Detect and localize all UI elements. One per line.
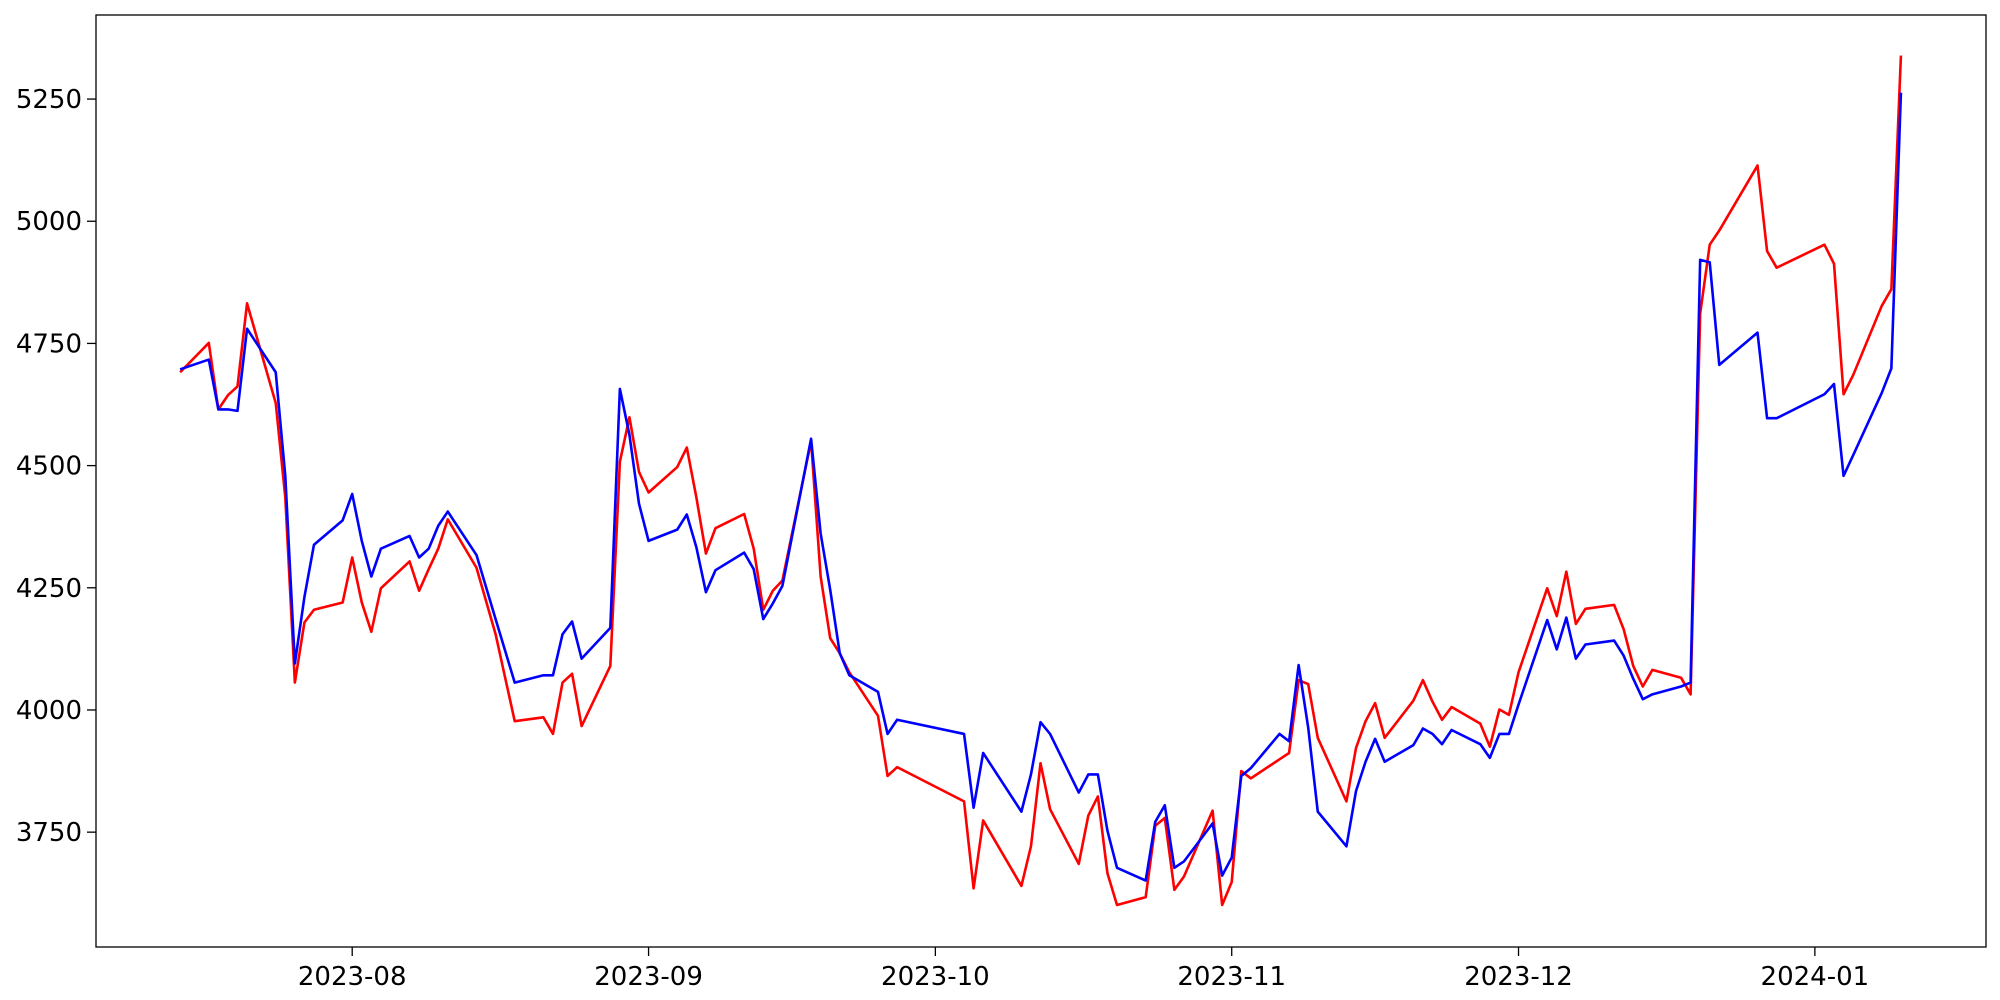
y-tick-label: 4250 (16, 574, 82, 604)
y-tick-label: 4500 (16, 452, 82, 482)
y-tick-label: 3750 (16, 818, 82, 848)
x-tick-label: 2023-12 (1464, 962, 1573, 992)
y-tick-label: 5250 (16, 85, 82, 115)
y-tick-label: 5000 (16, 207, 82, 237)
y-tick-label: 4000 (16, 696, 82, 726)
y-tick-label: 4750 (16, 329, 82, 359)
x-tick-label: 2023-11 (1177, 962, 1286, 992)
x-tick-label: 2023-09 (594, 962, 703, 992)
x-tick-label: 2023-10 (881, 962, 990, 992)
x-tick-label: 2024-01 (1761, 962, 1870, 992)
data-line (179, 92, 1903, 882)
x-tick-label: 2023-08 (298, 962, 407, 992)
data-line (179, 55, 1903, 907)
plot-frame (95, 14, 1987, 948)
